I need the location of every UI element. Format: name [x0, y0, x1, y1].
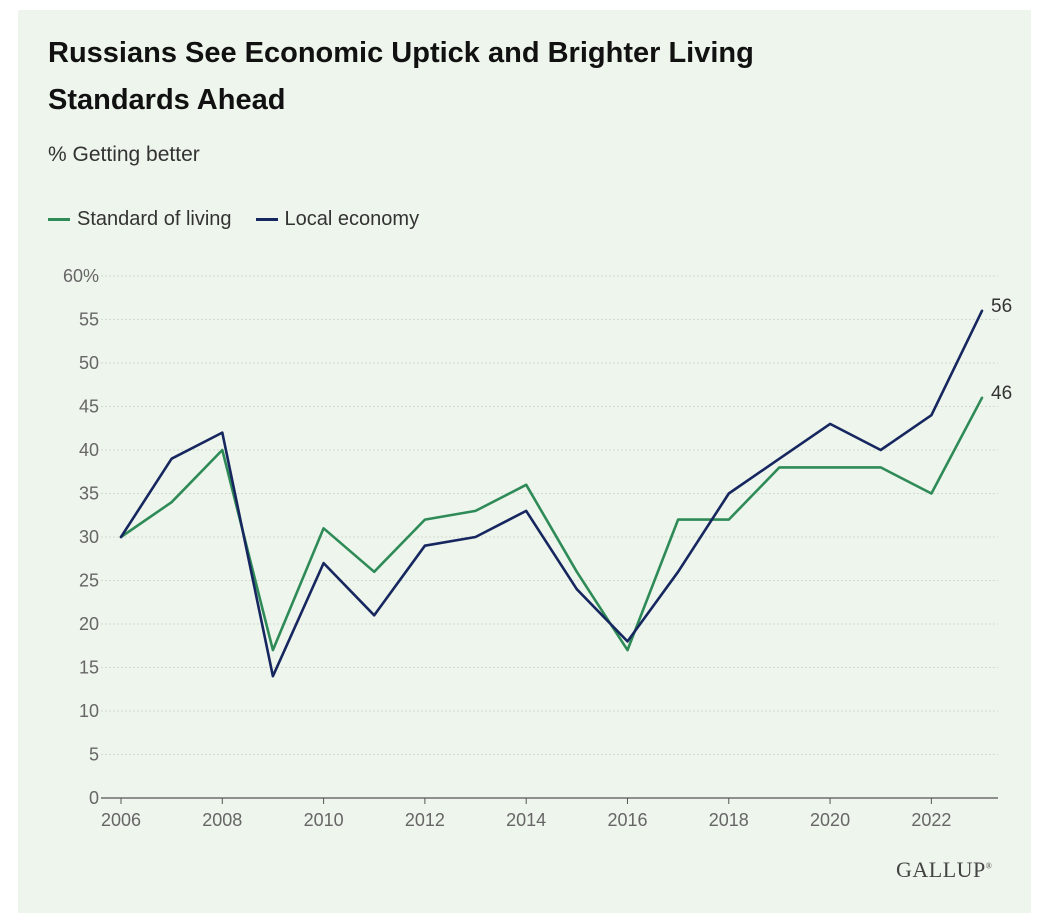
legend-label-local-economy: Local economy: [284, 208, 420, 230]
legend-label-standard-of-living: Standard of living: [77, 208, 232, 230]
series-line-local-economy: [119, 309, 984, 678]
gallup-logo: GALLUP®: [896, 857, 993, 882]
y-tick-label: 55: [79, 310, 99, 330]
x-tick-label: 2016: [607, 810, 647, 830]
legend-swatch-standard-of-living: [48, 218, 70, 221]
y-tick-label: 25: [79, 571, 99, 591]
y-tick-label: 30: [79, 527, 99, 547]
x-tick-label: 2018: [709, 810, 749, 830]
y-tick-label: 5: [89, 745, 99, 765]
x-tick-label: 2008: [202, 810, 242, 830]
y-tick-label: 40: [79, 440, 99, 460]
y-tick-label: 0: [89, 788, 99, 808]
x-tick-label: 2020: [810, 810, 850, 830]
data-label-local-economy: 56: [991, 296, 1012, 317]
chart-card: [18, 10, 1031, 913]
legend-item-standard-of-living: Standard of living: [48, 208, 232, 231]
x-tick-label: 2012: [405, 810, 445, 830]
chart-legend: Standard of living Local economy: [48, 208, 443, 231]
x-tick-label: 2006: [101, 810, 141, 830]
y-tick-label: 35: [79, 484, 99, 504]
legend-swatch-local-economy: [255, 218, 278, 221]
chart-title: Russians See Economic Uptick and Brighte…: [48, 37, 754, 116]
legend-item-local-economy: Local economy: [255, 208, 420, 231]
y-tick-label: 15: [79, 658, 99, 678]
data-label-standard-of-living: 46: [991, 383, 1012, 404]
x-tick-label: 2014: [506, 810, 546, 830]
x-tick-label: 2022: [911, 810, 951, 830]
y-tick-label: 50: [79, 353, 99, 373]
y-tick-label: 10: [79, 701, 99, 721]
y-tick-label: 60%: [63, 266, 99, 286]
y-tick-label: 20: [79, 614, 99, 634]
chart-subtitle: % Getting better: [48, 143, 200, 166]
series-line-standard-of-living: [119, 396, 984, 652]
y-tick-label: 45: [79, 397, 99, 417]
x-tick-label: 2010: [304, 810, 344, 830]
